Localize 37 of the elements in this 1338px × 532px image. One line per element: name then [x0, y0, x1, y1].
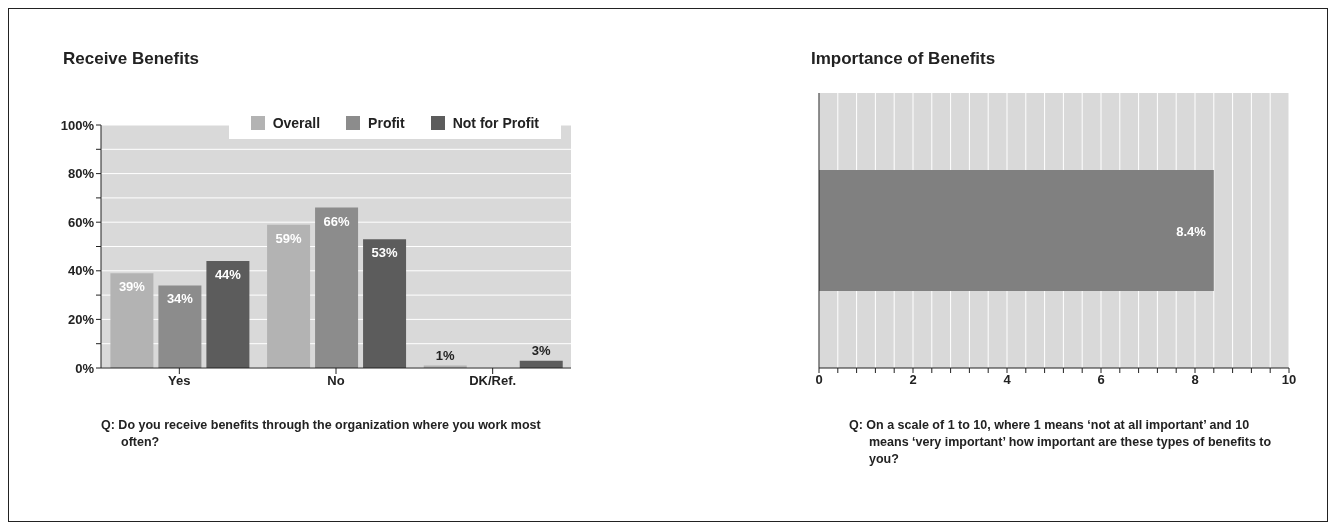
data-label: 34%: [166, 291, 194, 307]
x-tick-label: 4: [1003, 372, 1012, 388]
bar: [206, 261, 250, 368]
x-tick-label: 10: [1281, 372, 1297, 388]
y-tick-label: 80%: [67, 166, 95, 182]
text: Q: On a scale of 1 to 10, where 1 means ‘not at all important’ and 10 means ‘very important’ how important are these types of benefits to you?: [849, 417, 1273, 468]
x-tick-label: 6: [1097, 372, 1105, 388]
y-tick-label: 100%: [60, 117, 95, 133]
x-tick-label: 0: [815, 372, 823, 388]
bar: [315, 207, 359, 368]
y-tick-label: 0%: [75, 360, 95, 376]
data-label: 59%: [275, 230, 303, 246]
x-tick-label: No: [327, 373, 345, 389]
legend-label: Not for Profit: [451, 115, 539, 131]
data-label: 66%: [323, 213, 351, 229]
bar: [158, 285, 202, 368]
y-tick-label: 40%: [67, 263, 95, 279]
x-tick-label: DK/Ref.: [469, 373, 517, 389]
chart-title: Importance of Benefits: [811, 49, 997, 69]
data-label: 8.4%: [1176, 223, 1207, 239]
data-label: 53%: [371, 245, 399, 261]
x-tick-label: 2: [909, 372, 917, 388]
data-label: 3%: [531, 342, 552, 358]
chart-title: Receive Benefits: [63, 49, 201, 69]
x-tick-label: 8: [1191, 372, 1199, 388]
text: Q: Do you receive benefits through the organization where you work most often?: [101, 417, 541, 451]
data-label: 44%: [214, 267, 242, 283]
y-tick-label: 20%: [67, 312, 95, 328]
bar: [110, 273, 154, 368]
bar: [267, 224, 311, 368]
legend-label: Overall: [271, 115, 321, 131]
x-tick-label: Yes: [168, 373, 191, 389]
data-label: 39%: [118, 279, 146, 295]
legend-label: Profit: [367, 115, 405, 131]
bar: [363, 239, 407, 368]
y-tick-label: 60%: [67, 214, 95, 230]
data-label: 1%: [435, 347, 456, 363]
